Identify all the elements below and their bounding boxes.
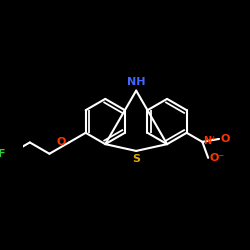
Text: F: F xyxy=(0,149,6,159)
Text: O⁻: O⁻ xyxy=(210,153,225,163)
Text: O: O xyxy=(221,134,230,144)
Text: N⁺: N⁺ xyxy=(203,136,217,146)
Text: S: S xyxy=(132,154,140,164)
Text: NH: NH xyxy=(127,78,146,88)
Text: O: O xyxy=(56,138,66,147)
